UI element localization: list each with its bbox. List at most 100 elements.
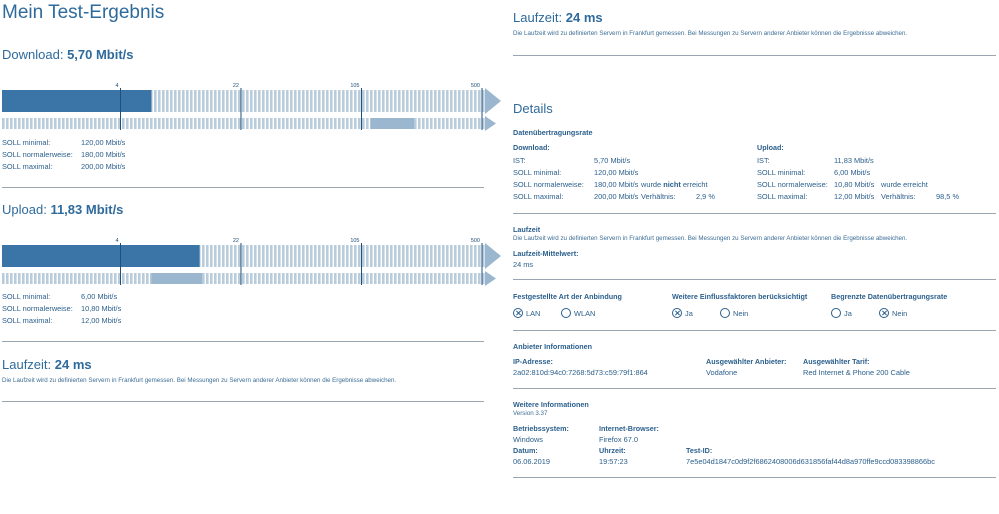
gauge-stripe <box>274 90 277 112</box>
download-soll-max-label: SOLL maximal: <box>2 162 53 171</box>
gauge-stripe <box>254 90 257 112</box>
gauge-stripe <box>406 273 409 284</box>
gauge-stripe <box>434 118 437 129</box>
gauge-arrow <box>485 88 501 114</box>
gauge-stripe <box>222 118 225 129</box>
gauge-stripe <box>362 118 365 129</box>
gauge-stripe <box>466 90 469 112</box>
gauge-stripe <box>166 90 169 112</box>
gauge-stripe <box>310 90 313 112</box>
gauge-stripe <box>322 245 325 267</box>
gauge-stripe <box>454 245 457 267</box>
gauge-stripe <box>306 273 309 284</box>
gauge-stripe <box>26 118 29 129</box>
gauge-stripe <box>86 118 89 129</box>
gauge-stripe <box>286 118 289 129</box>
gauge-stripe <box>374 90 377 112</box>
gauge-stripe <box>254 245 257 267</box>
gauge-stripe <box>346 273 349 284</box>
gauge-stripe <box>258 245 261 267</box>
gauge-stripe <box>286 245 289 267</box>
gauge-stripe <box>414 118 417 129</box>
gauge-stripe <box>206 90 209 112</box>
gauge-stripe <box>238 118 241 129</box>
factors-heading: Weitere Einflussfaktoren berücksichtigt <box>672 292 808 301</box>
gauge-stripe <box>34 273 37 284</box>
gauge-stripe <box>10 273 13 284</box>
time-label: Uhrzeit: <box>599 446 626 455</box>
gauge-stripe <box>430 118 433 129</box>
gauge-stripe <box>98 273 101 284</box>
gauge-stripe <box>78 118 81 129</box>
gauge-stripe <box>154 90 157 112</box>
gauge-stripe <box>478 118 481 129</box>
tariff-label: Ausgewählter Tarif: <box>803 357 870 366</box>
gauge-stripe <box>346 118 349 129</box>
gauge-stripe <box>246 118 249 129</box>
gauge-stripe <box>106 273 109 284</box>
upload-soll-max-value: 12,00 Mbit/s <box>81 316 122 325</box>
gauge-stripe <box>338 273 341 284</box>
gauge-stripe <box>122 118 125 129</box>
gauge-stripe <box>158 118 161 129</box>
latency-value-left: 24 ms <box>54 357 92 372</box>
radio-limited-nein[interactable]: Nein <box>879 308 907 319</box>
gauge-stripe <box>402 245 405 267</box>
gauge-stripe <box>274 273 277 284</box>
upload-label: Upload: <box>2 202 47 217</box>
provider-label: Ausgewählter Anbieter: <box>706 357 787 366</box>
upload-value: 11,83 Mbit/s <box>50 202 124 217</box>
gauge-stripe <box>234 273 237 284</box>
detail-download-min-label: SOLL minimal: <box>513 168 562 177</box>
gauge-stripe <box>322 118 325 129</box>
divider <box>513 279 996 280</box>
download-soll-max-value: 200,00 Mbit/s <box>81 162 126 171</box>
gauge-stripe <box>474 273 477 284</box>
gauge-stripe <box>354 245 357 267</box>
radio-factors-nein[interactable]: Nein <box>720 308 748 319</box>
upload-heading: Upload: 11,83 Mbit/s <box>2 202 123 217</box>
gauge-stripe <box>478 273 481 284</box>
radio-connection-wlan[interactable]: WLAN <box>561 308 595 319</box>
gauge-stripe <box>454 118 457 129</box>
gauge-stripe <box>442 273 445 284</box>
gauge-stripe <box>454 273 457 284</box>
radio-factors-ja[interactable]: Ja <box>672 308 693 319</box>
radio-limited-ja[interactable]: Ja <box>831 308 852 319</box>
gauge-measured-bar <box>2 90 152 112</box>
gauge-stripe <box>202 118 205 129</box>
gauge-stripe <box>62 273 65 284</box>
gauge-stripe <box>318 245 321 267</box>
gauge-stripe <box>458 273 461 284</box>
gauge-stripe <box>286 273 289 284</box>
detail-upload-ratio-label: Verhältnis: <box>881 192 916 201</box>
gauge-stripe <box>234 245 237 267</box>
gauge-stripe <box>314 273 317 284</box>
gauge-stripe <box>410 273 413 284</box>
latency-value-right: 24 ms <box>565 10 603 25</box>
gauge-stripe <box>186 90 189 112</box>
gauge-stripe <box>162 118 165 129</box>
gauge-stripe <box>474 90 477 112</box>
gauge-stripe <box>350 90 353 112</box>
gauge-stripe <box>434 245 437 267</box>
divider <box>513 330 996 331</box>
radio-unchecked-icon <box>831 308 841 319</box>
gauge-stripe <box>334 118 337 129</box>
time-value: 19:57:23 <box>599 457 628 466</box>
gauge-stripe <box>270 273 273 284</box>
gauge-stripe <box>426 245 429 267</box>
gauge-stripe <box>174 118 177 129</box>
gauge-stripe <box>426 118 429 129</box>
gauge-stripe <box>138 118 141 129</box>
gauge-tick-label: 4 <box>115 83 118 89</box>
testid-value: 7e5e04d1847c0d9f2f6862408006d631856faf44… <box>686 457 935 466</box>
gauge-stripe <box>430 273 433 284</box>
gauge-stripe <box>398 245 401 267</box>
gauge-stripe <box>342 118 345 129</box>
gauge-stripe <box>286 90 289 112</box>
gauge-stripe <box>266 273 269 284</box>
download-soll-min-value: 120,00 Mbit/s <box>81 138 126 147</box>
gauge-stripe <box>30 118 33 129</box>
radio-connection-lan[interactable]: LAN <box>513 308 540 319</box>
